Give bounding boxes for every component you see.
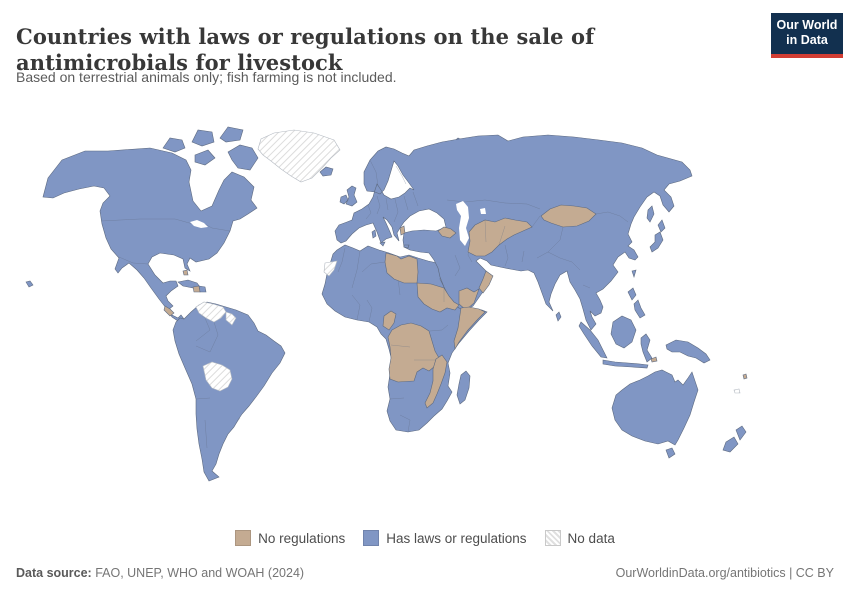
region-japan-main[interactable] <box>649 231 664 253</box>
region-borneo[interactable] <box>610 315 637 349</box>
region-luzon[interactable] <box>627 287 637 301</box>
region-japan-north[interactable] <box>657 219 666 233</box>
region-arctic-island-1[interactable] <box>162 137 186 153</box>
region-sulawesi[interactable] <box>640 333 653 363</box>
region-oman[interactable] <box>478 270 494 294</box>
caspian-sea <box>456 201 469 246</box>
region-java[interactable] <box>602 359 649 369</box>
region-hawaii[interactable] <box>25 280 34 288</box>
region-new-guinea[interactable] <box>665 339 711 364</box>
aral-sea <box>480 208 486 214</box>
region-arctic-island-2[interactable] <box>191 129 215 147</box>
region-arctic-island-3[interactable] <box>219 126 244 143</box>
region-new-zealand-south[interactable] <box>722 436 739 453</box>
region-crete[interactable] <box>403 244 410 249</box>
region-timor-leste[interactable] <box>650 356 658 363</box>
region-north-america[interactable] <box>42 147 258 322</box>
page-title: Countries with laws or regulations on th… <box>16 24 595 76</box>
region-taiwan[interactable] <box>631 269 637 279</box>
no-regulations-layer <box>163 204 748 409</box>
owid-logo[interactable]: Our World in Data <box>771 13 843 58</box>
region-greenland[interactable] <box>257 129 341 183</box>
legend-label: No data <box>567 530 615 546</box>
region-iceland[interactable] <box>319 166 334 177</box>
data-source-value: FAO, UNEP, WHO and WOAH (2024) <box>91 566 305 580</box>
region-haiti[interactable] <box>192 285 201 293</box>
region-tasmania[interactable] <box>665 447 676 459</box>
region-guyana[interactable] <box>225 311 237 326</box>
chart-subtitle: Based on terrestrial animals only; fish … <box>16 69 397 85</box>
no-data-swatch <box>544 530 561 546</box>
owid-logo-line2: in Data <box>786 33 828 47</box>
region-madagascar[interactable] <box>456 370 471 405</box>
region-western-sahara[interactable] <box>323 260 338 277</box>
legend-item-no-regulations[interactable]: No regulations <box>235 530 345 546</box>
has-laws-swatch <box>363 530 380 546</box>
world-choropleth-map[interactable] <box>0 112 850 524</box>
region-australia[interactable] <box>611 369 699 446</box>
region-new-caledonia[interactable] <box>733 388 741 394</box>
region-vanuatu[interactable] <box>742 373 748 380</box>
region-albania[interactable] <box>399 225 406 236</box>
tan-internal-borders <box>390 219 506 361</box>
region-bolivia[interactable] <box>202 361 233 392</box>
region-sardinia[interactable] <box>371 229 377 239</box>
no-data-layer <box>195 129 741 394</box>
owid-logo-line1: Our World <box>776 18 838 32</box>
legend-label: Has laws or regulations <box>386 530 527 546</box>
region-bahamas[interactable] <box>182 269 189 276</box>
continent-layer <box>25 126 747 482</box>
region-costa-rica[interactable] <box>163 305 175 317</box>
no-regulations-swatch <box>235 530 252 546</box>
owid-credit-link[interactable]: OurWorldinData.org/antibiotics | CC BY <box>615 566 834 580</box>
region-venezuela[interactable] <box>195 301 227 323</box>
region-arctic-island-4[interactable] <box>227 144 259 171</box>
data-source: Data source: FAO, UNEP, WHO and WOAH (20… <box>16 566 304 580</box>
region-somalia[interactable] <box>453 306 486 350</box>
lakes-layer <box>190 201 486 246</box>
region-libya[interactable] <box>384 252 419 284</box>
region-sakhalin[interactable] <box>646 205 655 223</box>
region-sicily[interactable] <box>379 241 386 247</box>
region-mongolia[interactable] <box>540 204 597 228</box>
region-drc-angola-zambia[interactable] <box>387 322 440 383</box>
map-legend: No regulations Has laws or regulations N… <box>0 530 850 546</box>
data-source-label: Data source: <box>16 566 92 580</box>
region-yemen[interactable] <box>458 287 480 311</box>
region-mozambique-malawi[interactable] <box>424 354 448 409</box>
chart-footer: Data source: FAO, UNEP, WHO and WOAH (20… <box>0 566 850 580</box>
legend-item-no-data[interactable]: No data <box>544 530 615 546</box>
region-uk[interactable] <box>345 185 358 207</box>
region-cameroon[interactable] <box>382 310 397 331</box>
region-new-zealand-north[interactable] <box>735 425 747 441</box>
great-lakes <box>190 220 208 228</box>
legend-label: No regulations <box>258 530 346 546</box>
region-south-america[interactable] <box>172 301 286 482</box>
region-central-asia[interactable] <box>467 217 533 257</box>
region-sri-lanka[interactable] <box>555 311 562 322</box>
region-ireland[interactable] <box>339 194 349 205</box>
region-caucasus[interactable] <box>437 226 457 239</box>
region-arctic-island-5[interactable] <box>194 149 216 166</box>
legend-item-has-laws[interactable]: Has laws or regulations <box>363 530 527 546</box>
region-mindanao[interactable] <box>633 299 646 319</box>
region-sumatra[interactable] <box>578 321 608 359</box>
